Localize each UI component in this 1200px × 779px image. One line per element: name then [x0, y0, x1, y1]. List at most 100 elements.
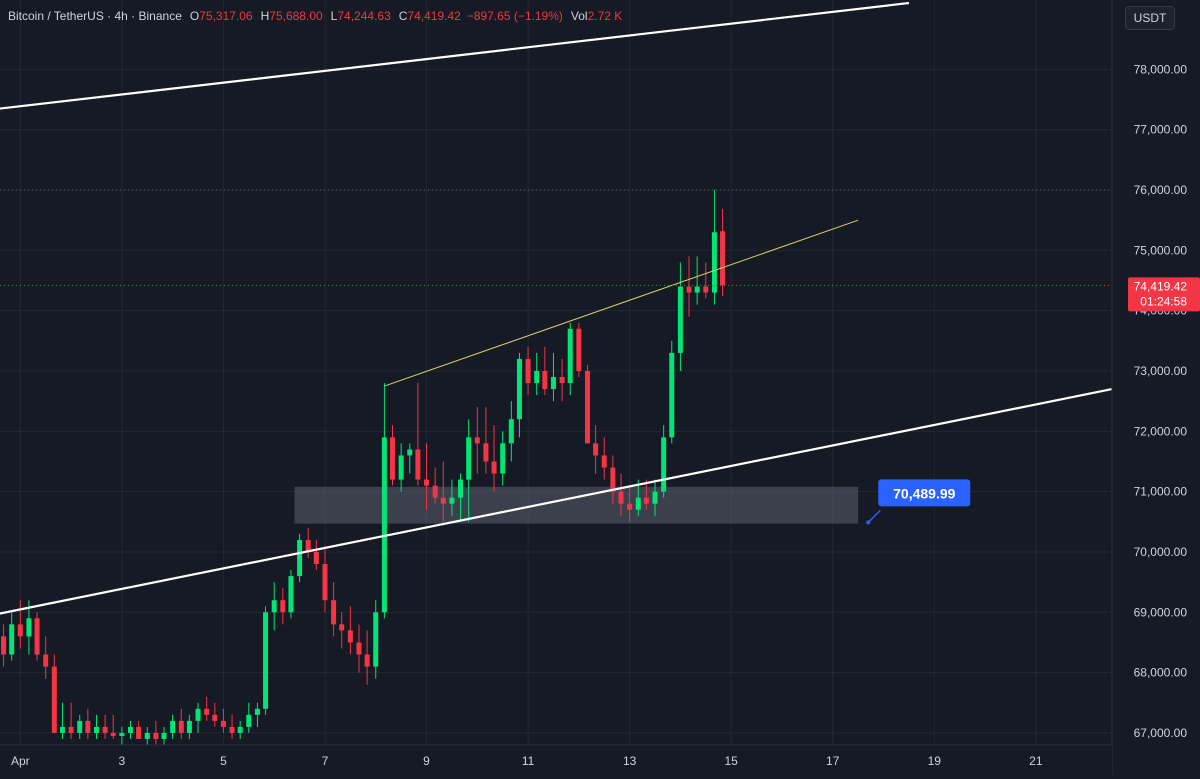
price-axis-background — [1112, 0, 1200, 774]
candle-down — [339, 612, 345, 649]
candle-body — [170, 720, 176, 733]
candle-body — [694, 286, 700, 293]
candle-body — [212, 714, 218, 721]
candle-body — [153, 732, 159, 739]
candle-down — [229, 714, 235, 739]
candle-down — [390, 425, 396, 486]
candle-down — [576, 322, 582, 378]
candle-down — [424, 443, 430, 510]
symbol-title[interactable]: Bitcoin / TetherUS · 4h · Binance — [8, 9, 182, 23]
currency-button[interactable]: USDT — [1125, 6, 1175, 30]
price-tick-label: 73,000.00 — [1134, 364, 1188, 378]
candle-body — [627, 503, 633, 510]
candle-up — [297, 533, 303, 583]
current-price-tag — [1128, 277, 1200, 312]
candle-body — [102, 726, 108, 733]
candle-up — [237, 720, 243, 739]
candle-body — [263, 612, 269, 709]
candle-body — [313, 551, 319, 565]
candle-down — [356, 624, 362, 673]
candle-body — [720, 231, 726, 286]
candle-body — [144, 732, 150, 739]
candle-up — [550, 352, 556, 402]
candle-up — [263, 606, 269, 715]
candle-body — [516, 358, 522, 420]
candle-down — [364, 630, 370, 685]
candle-body — [559, 377, 565, 384]
candle-up — [407, 443, 413, 474]
candle-down — [415, 383, 421, 486]
candle-down — [474, 407, 480, 474]
candle-down — [204, 696, 210, 721]
time-tick-label: 9 — [423, 754, 430, 768]
candle-up — [711, 190, 717, 305]
candle-body — [491, 461, 497, 474]
time-tick-label: 5 — [220, 754, 227, 768]
candle-up — [508, 401, 514, 462]
candle-down — [313, 539, 319, 571]
candle-down — [703, 262, 709, 299]
candle-up — [254, 702, 260, 727]
candle-down — [136, 720, 142, 739]
time-tick-label: 13 — [623, 754, 637, 768]
candle-up — [567, 322, 573, 396]
candle-down — [1, 624, 7, 667]
candle-body — [593, 443, 599, 456]
candle-up — [26, 600, 32, 655]
candle-body — [59, 726, 65, 733]
candle-body — [711, 232, 717, 293]
candle-body — [525, 358, 531, 384]
price-tick-label: 71,000.00 — [1134, 485, 1188, 499]
price-tick-label: 75,000.00 — [1134, 243, 1188, 257]
candle-body — [127, 726, 133, 733]
candle-up — [669, 340, 675, 444]
candle-up — [288, 570, 294, 619]
candle-down — [491, 425, 497, 492]
candle-down — [68, 702, 74, 739]
candle-body — [407, 449, 413, 456]
callout-leader — [867, 509, 881, 523]
volume-value: 2.72 K — [587, 9, 623, 23]
candle-up — [246, 702, 252, 733]
candle-body — [483, 443, 489, 462]
change-value: −897.65 (−1.19%) — [466, 9, 563, 23]
candle-body — [669, 352, 675, 438]
candle-up — [77, 714, 83, 739]
candle-body — [415, 449, 421, 480]
candle-down — [432, 467, 438, 504]
candle-down — [43, 636, 49, 679]
candle-body — [1, 636, 7, 655]
candle-down — [440, 461, 446, 522]
channel-lower-line — [0, 388, 1113, 615]
candle-body — [254, 708, 260, 715]
low-value: 74,244.63 — [337, 9, 391, 23]
candle-body — [119, 732, 125, 736]
candle-body — [280, 600, 286, 613]
time-tick-label: 17 — [826, 754, 840, 768]
candle-up — [195, 702, 201, 733]
candle-up — [93, 714, 99, 739]
high-value: 75,688.00 — [269, 9, 323, 23]
candle-down — [559, 358, 565, 402]
close-label: C — [398, 9, 408, 23]
candle-body — [550, 377, 556, 390]
candle-up — [9, 612, 15, 661]
candle-up — [500, 431, 506, 486]
time-tick-label: 7 — [322, 754, 329, 768]
candle-down — [483, 407, 489, 474]
candle-down — [51, 654, 57, 733]
candle-up — [119, 726, 125, 745]
candle-body — [305, 539, 311, 552]
candle-body — [364, 654, 370, 667]
time-tick-label: 21 — [1029, 754, 1043, 768]
candle-body — [93, 726, 99, 733]
candle-body — [635, 497, 641, 510]
candle-body — [474, 437, 480, 444]
time-tick-label: 3 — [119, 754, 126, 768]
candle-up — [144, 726, 150, 745]
candle-down — [110, 714, 116, 739]
candle-up — [161, 726, 167, 745]
candle-body — [288, 576, 294, 613]
